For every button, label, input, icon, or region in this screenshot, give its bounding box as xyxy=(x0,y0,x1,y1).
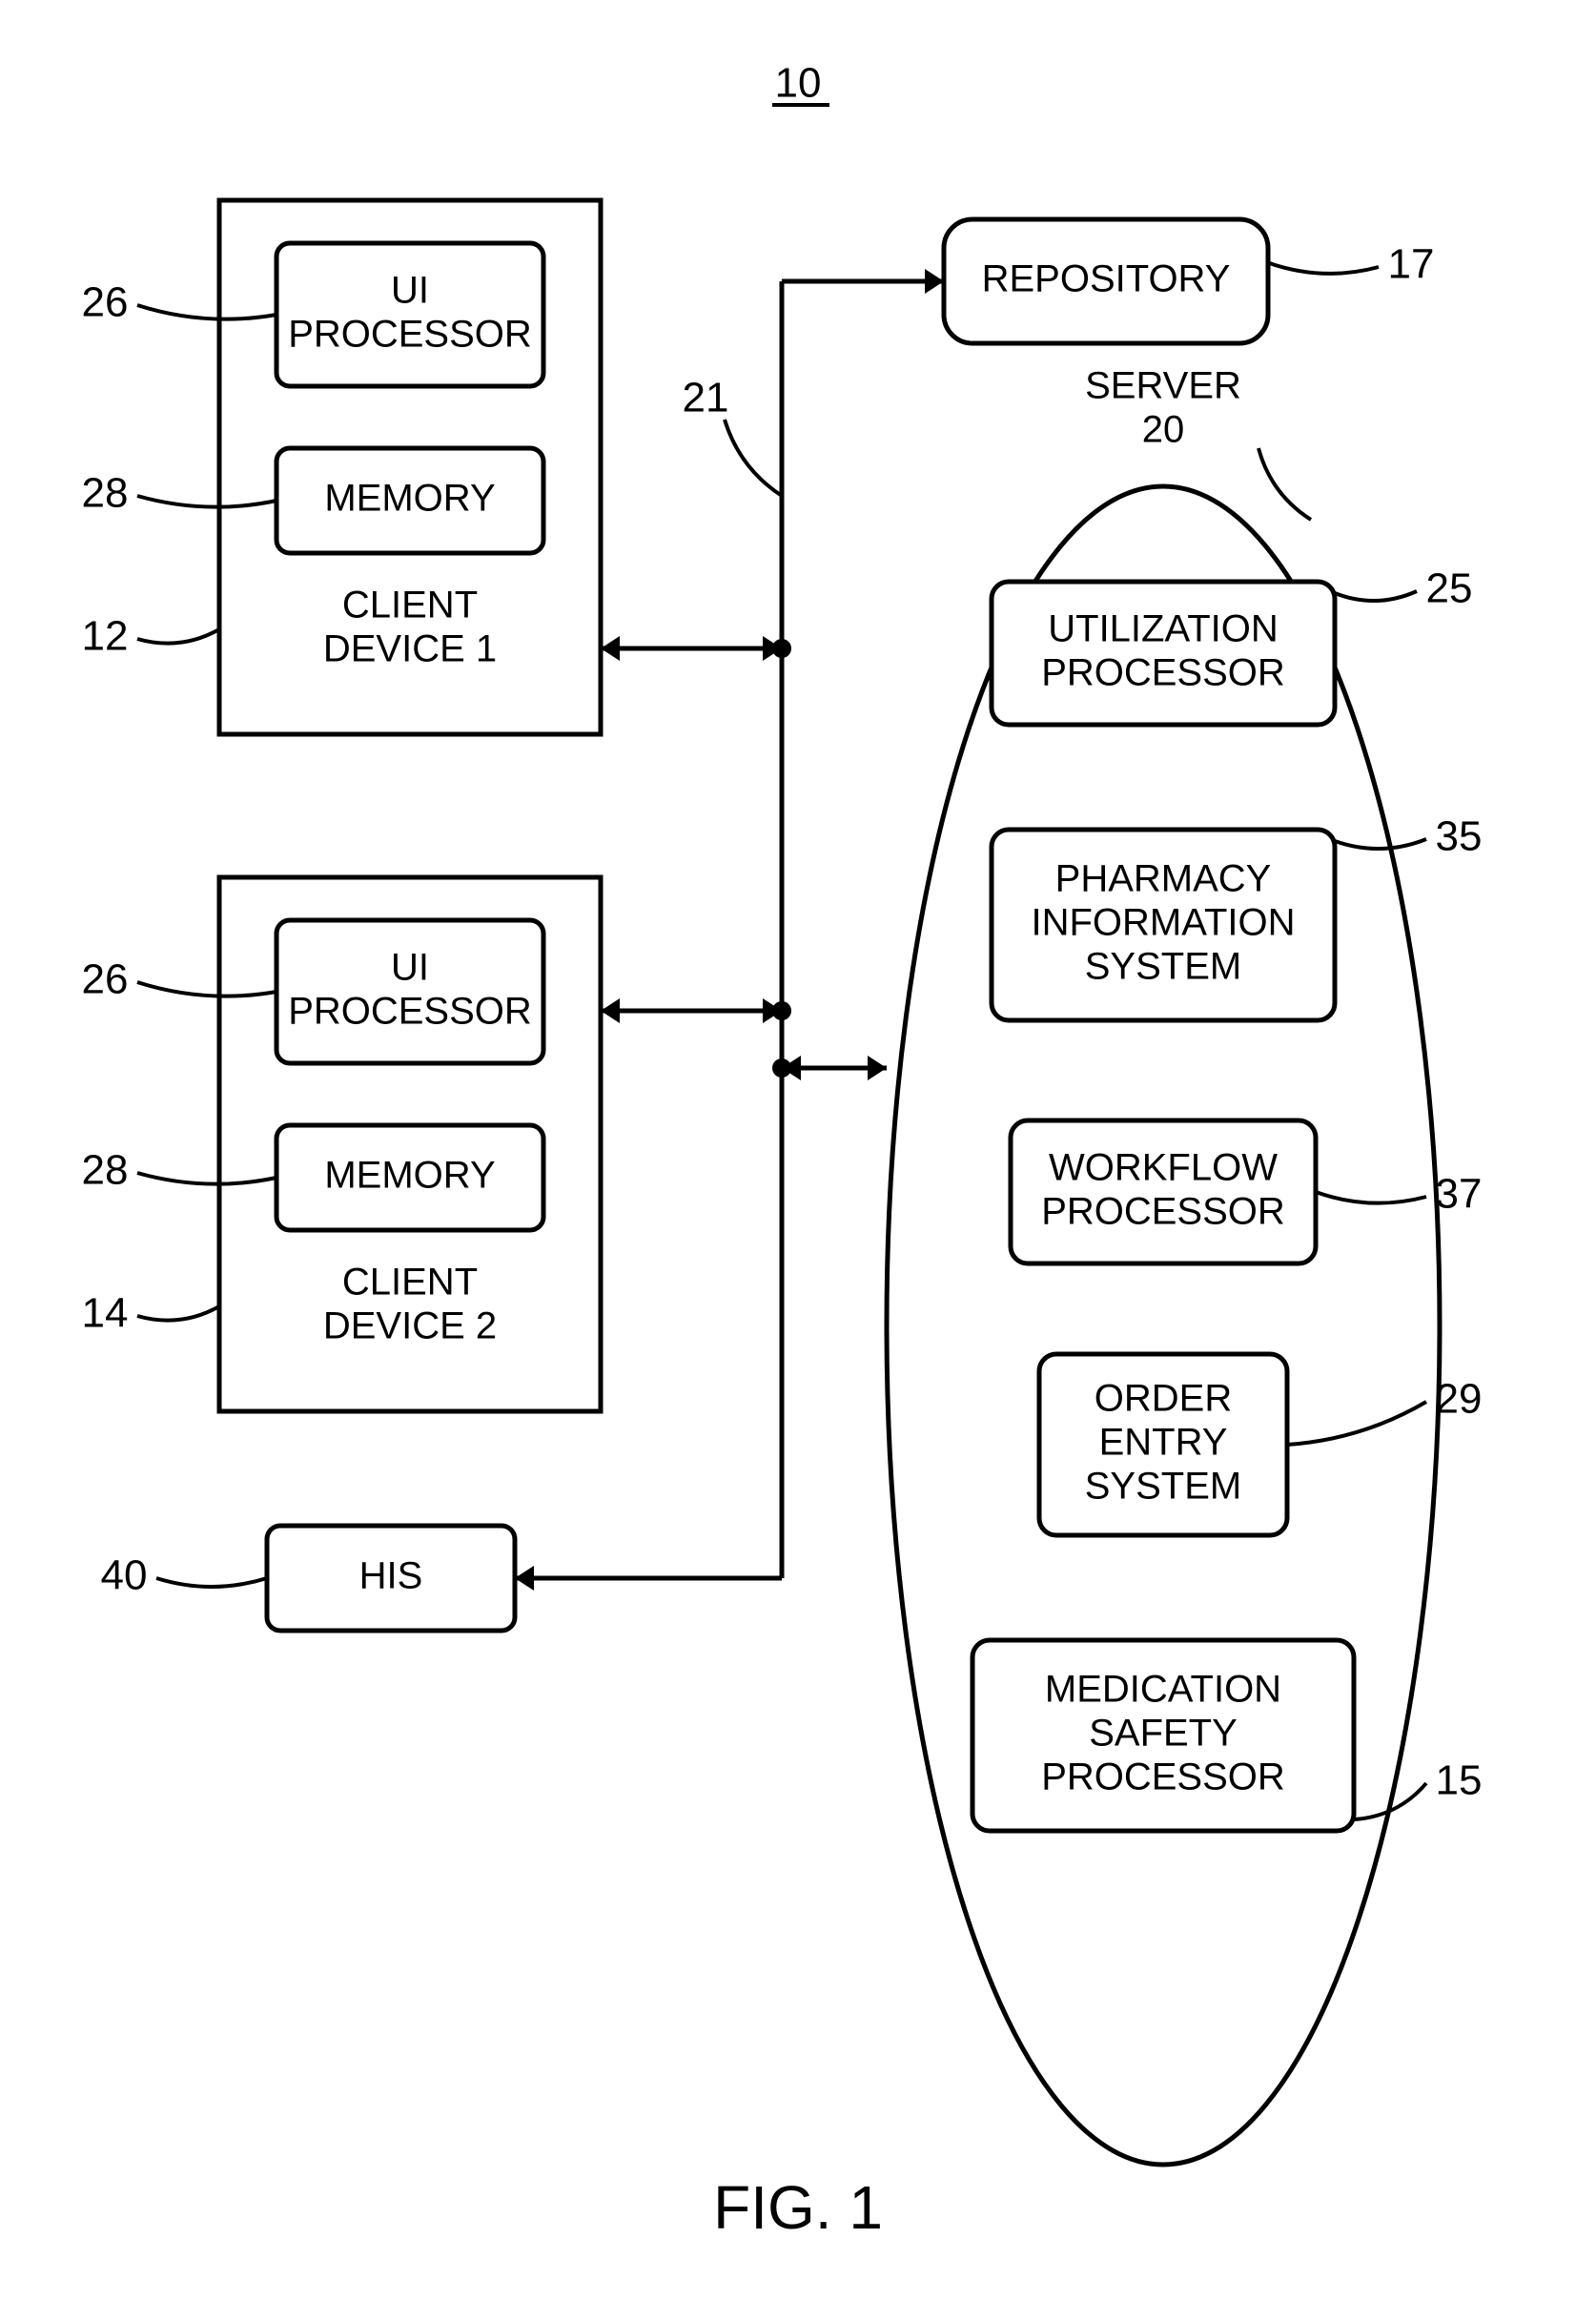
client-device-2-label-device: 14 xyxy=(82,1290,129,1337)
server-order-label: 29 xyxy=(1436,1376,1483,1423)
client-device-2-leader-device xyxy=(137,1306,219,1321)
client-device-1-ui-text: PROCESSOR xyxy=(288,314,532,356)
server-20-leader xyxy=(1258,448,1311,520)
server-med-text: MEDICATION xyxy=(1045,1669,1281,1711)
his-leader xyxy=(156,1578,267,1587)
arrowhead xyxy=(868,1056,887,1080)
figure-caption: FIG. 1 xyxy=(713,2173,883,2242)
repository-label: 17 xyxy=(1388,241,1435,288)
server-med-text: SAFETY xyxy=(1089,1713,1238,1755)
server-util-leader xyxy=(1335,591,1417,601)
client-device-2-title: DEVICE 2 xyxy=(323,1305,497,1347)
server-phar-text: SYSTEM xyxy=(1085,946,1241,988)
client-device-2-ui-text: UI xyxy=(391,947,429,989)
client-device-2-ui-text: PROCESSOR xyxy=(288,991,532,1033)
server-util-text: PROCESSOR xyxy=(1041,652,1285,694)
server-order-text: ORDER xyxy=(1095,1378,1232,1420)
bus-junction-dot xyxy=(772,1058,791,1078)
client-device-1-leader-device xyxy=(137,629,219,644)
client-device-1-ui-text: UI xyxy=(391,270,429,312)
client-device-2-title: CLIENT xyxy=(342,1262,478,1304)
server-wf-text: PROCESSOR xyxy=(1041,1191,1285,1233)
client-device-2-memory-text: MEMORY xyxy=(324,1155,495,1197)
server-util-label: 25 xyxy=(1426,565,1473,612)
server-order-text: ENTRY xyxy=(1099,1422,1228,1464)
server-phar-label: 35 xyxy=(1436,813,1483,860)
client-device-1-label-ui: 26 xyxy=(82,279,129,326)
server-phar-text: INFORMATION xyxy=(1031,902,1295,944)
client-device-2-label-mem: 28 xyxy=(82,1147,129,1194)
figure-number-top: 10 xyxy=(775,60,822,107)
arrowhead xyxy=(515,1566,534,1591)
client-device-1-memory-text: MEMORY xyxy=(324,478,495,520)
client-device-1-title: DEVICE 1 xyxy=(323,628,497,670)
repository-text: REPOSITORY xyxy=(982,258,1231,300)
bus-label-21: 21 xyxy=(683,375,729,421)
server-med-label: 15 xyxy=(1436,1757,1483,1804)
server-title: 20 xyxy=(1142,409,1185,451)
bus-junction-dot xyxy=(772,1001,791,1020)
his-label: 40 xyxy=(101,1552,148,1599)
server-phar-text: PHARMACY xyxy=(1055,858,1272,900)
bus-21-leader xyxy=(725,420,782,496)
server-util-text: UTILIZATION xyxy=(1048,608,1278,650)
server-wf-text: WORKFLOW xyxy=(1049,1147,1278,1189)
server-wf-label: 37 xyxy=(1436,1171,1483,1218)
client-device-1-label-device: 12 xyxy=(82,613,129,660)
arrowhead xyxy=(601,998,620,1023)
arrowhead xyxy=(601,636,620,661)
bus-junction-dot xyxy=(772,639,791,658)
client-device-1-title: CLIENT xyxy=(342,585,478,626)
server-order-text: SYSTEM xyxy=(1085,1466,1241,1508)
server-title: SERVER xyxy=(1085,365,1241,407)
server-oval xyxy=(887,486,1440,2165)
client-device-2-label-ui: 26 xyxy=(82,956,129,1003)
client-device-1-label-mem: 28 xyxy=(82,470,129,517)
repository-leader xyxy=(1268,263,1379,274)
server-med-text: PROCESSOR xyxy=(1041,1756,1285,1798)
arrowhead xyxy=(925,269,944,294)
his-text: HIS xyxy=(359,1555,423,1597)
